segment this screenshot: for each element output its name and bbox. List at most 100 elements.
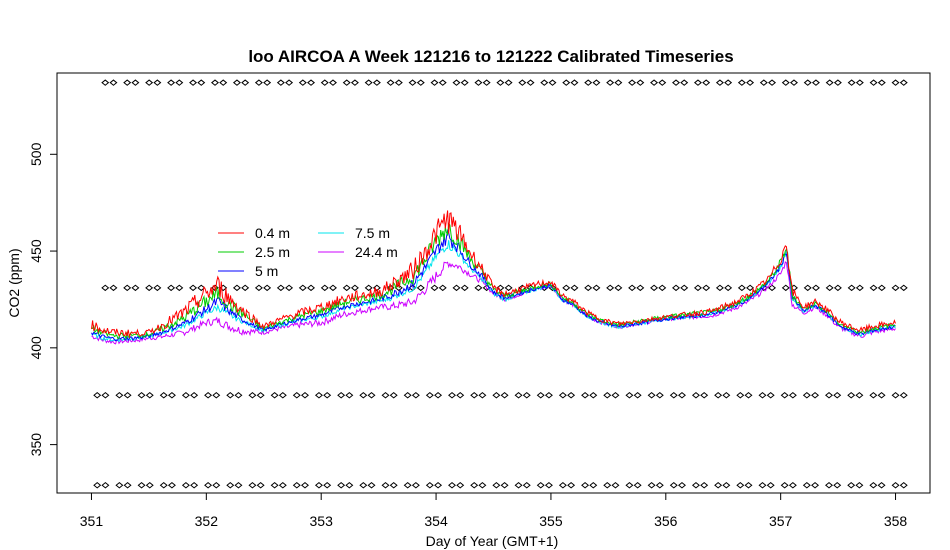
legend-label: 5 m: [255, 263, 278, 279]
marker-point: [381, 392, 390, 399]
marker-point: [780, 482, 789, 489]
marker-point: [647, 392, 656, 399]
marker-point: [544, 482, 553, 489]
marker-point: [175, 79, 184, 86]
marker-point: [278, 392, 287, 399]
series-lines: [91, 210, 896, 345]
marker-point: [328, 284, 337, 292]
x-tick-label: 352: [195, 513, 219, 529]
marker-point: [847, 79, 856, 86]
marker-point: [403, 392, 412, 399]
marker-point: [381, 482, 390, 489]
marker-point: [364, 284, 373, 292]
marker-point: [285, 284, 294, 292]
marker-point: [263, 79, 272, 86]
marker-point: [811, 392, 820, 399]
x-tick-label: 354: [424, 513, 448, 529]
marker-point: [869, 284, 878, 292]
marker-point: [364, 79, 373, 86]
marker-point: [153, 284, 162, 292]
marker-point: [190, 392, 199, 399]
marker-point: [367, 392, 376, 399]
marker-point: [677, 392, 686, 399]
marker-point: [504, 79, 513, 86]
marker-point: [448, 392, 457, 399]
marker-point: [514, 392, 523, 399]
marker-point: [500, 392, 509, 399]
marker-point: [307, 79, 316, 86]
marker-point: [460, 284, 469, 292]
marker-point: [724, 79, 733, 86]
marker-point: [650, 79, 659, 86]
marker-point: [611, 392, 620, 399]
marker-point: [766, 392, 775, 399]
marker-point: [536, 482, 545, 489]
marker-point: [314, 482, 323, 489]
marker-point: [891, 79, 900, 86]
marker-point: [802, 482, 811, 489]
marker-point: [847, 392, 856, 399]
marker-point: [636, 79, 645, 86]
chart-title: loo AIRCOA A Week 121216 to 121222 Calib…: [248, 47, 733, 66]
marker-point: [314, 392, 323, 399]
marker-point: [425, 482, 434, 489]
y-axis: 350 400 450 500: [28, 142, 58, 457]
marker-point: [492, 482, 501, 489]
y-tick-label: 350: [28, 433, 44, 457]
marker-point: [123, 392, 132, 399]
marker-point: [558, 392, 567, 399]
marker-point: [899, 79, 908, 86]
marker-point: [452, 79, 461, 86]
marker-point: [181, 482, 190, 489]
marker-point: [478, 392, 487, 399]
marker-point: [647, 482, 656, 489]
marker-point: [145, 482, 154, 489]
marker-point: [482, 79, 491, 86]
marker-point: [411, 482, 420, 489]
y-tick-label: 450: [28, 239, 44, 263]
marker-point: [540, 79, 549, 86]
marker-point: [700, 482, 709, 489]
marker-point: [891, 284, 900, 292]
marker-point: [658, 79, 667, 86]
marker-point: [460, 79, 469, 86]
marker-point: [628, 79, 637, 86]
marker-point: [101, 79, 110, 86]
marker-point: [167, 392, 176, 399]
marker-point: [702, 284, 711, 292]
marker-point: [416, 79, 425, 86]
marker-point: [869, 79, 878, 86]
marker-point: [320, 79, 329, 86]
marker-point: [811, 482, 820, 489]
marker-point: [758, 392, 767, 399]
marker-point: [342, 79, 351, 86]
marker-point: [655, 392, 664, 399]
marker-point: [359, 392, 368, 399]
marker-point: [825, 392, 834, 399]
marker-point: [389, 392, 398, 399]
marker-point: [558, 482, 567, 489]
series-line-2-5-m: [91, 222, 896, 341]
marker-point: [611, 482, 620, 489]
marker-point: [526, 79, 535, 86]
marker-point: [700, 392, 709, 399]
marker-point: [456, 392, 465, 399]
marker-point: [137, 392, 146, 399]
marker-point: [254, 79, 263, 86]
marker-point: [115, 482, 124, 489]
marker-point: [470, 392, 479, 399]
marker-point: [562, 79, 571, 86]
marker-point: [768, 284, 777, 292]
marker-point: [109, 284, 118, 292]
marker-point: [691, 482, 700, 489]
marker-point: [123, 482, 132, 489]
marker-point: [833, 284, 842, 292]
marker-point: [234, 482, 243, 489]
marker-point: [803, 79, 812, 86]
marker-point: [833, 392, 842, 399]
marker-point: [226, 392, 235, 399]
marker-point: [256, 482, 265, 489]
marker-point: [292, 392, 301, 399]
marker-point: [522, 392, 531, 399]
marker-point: [350, 284, 359, 292]
